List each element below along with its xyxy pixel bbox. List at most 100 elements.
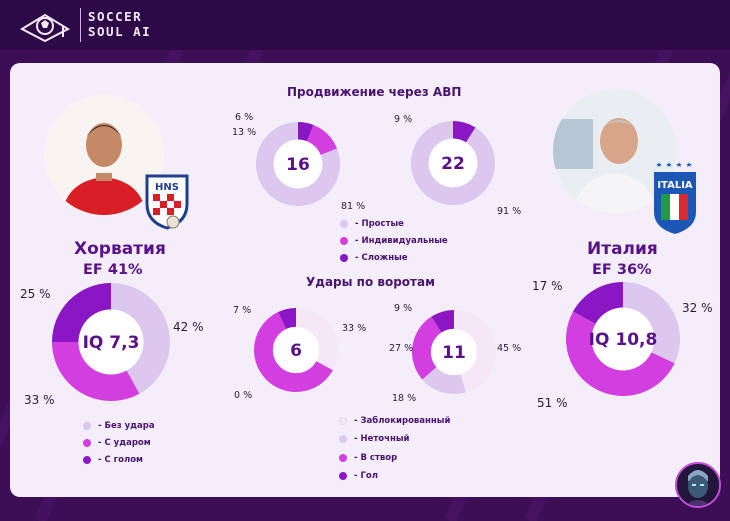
legend-dot <box>340 220 348 228</box>
header-divider <box>80 8 81 42</box>
legend-label: - С ударом <box>98 438 151 448</box>
shots-left-slice-В створ <box>254 311 333 392</box>
legend-avp-prostye: - Простые <box>340 219 404 229</box>
coach-figure-icon <box>44 95 164 215</box>
section-title-shots: Удары по воротам <box>306 275 435 289</box>
legend-shots-zablokirovannyi: - Заблокированный <box>339 416 450 426</box>
brand-line-2: SOUL AI <box>88 24 152 39</box>
shots-right-slice-Заблокированный <box>454 310 496 393</box>
shots-left-label-zablok: 33 % <box>342 323 367 334</box>
iq-left-center-label: IQ 7,3 <box>83 333 140 353</box>
donut-chart-iq-italy: IQ 10,8 <box>566 282 680 397</box>
brand-line-1: SOCCER <box>88 9 143 24</box>
iq-right-slice-С ударом <box>566 311 675 397</box>
legend-dot <box>83 456 91 464</box>
iq-right-label-bez-udara: 32 % <box>682 301 713 315</box>
avp-left-label-sloznye: 6 % <box>235 112 254 123</box>
avp-right-slice-Простые <box>411 121 495 205</box>
legend-label: - Заблокированный <box>354 416 451 426</box>
croatia-badge: HNS <box>143 172 191 230</box>
section-title-avp: Продвижение через АВП <box>287 85 462 99</box>
avp-right-label-sloznye: 9 % <box>394 114 413 125</box>
legend-iq-s-golom: - С голом <box>83 455 143 465</box>
iq-right-label-s-udarom: 51 % <box>537 396 568 410</box>
iq-left-slice-С голом <box>52 283 111 342</box>
avp-left-center-label: 16 <box>286 155 310 175</box>
shots-right-label-v-stvor: 27 % <box>389 343 414 354</box>
legend-shots-v-stvor: - В створ <box>339 453 397 463</box>
legend-dot <box>339 417 347 425</box>
legend-dot <box>340 237 348 245</box>
legend-label: - С голом <box>98 455 143 465</box>
avp-right-label-prostye: 91 % <box>497 206 522 217</box>
shots-left-slice-Гол <box>278 308 296 330</box>
ai-assistant-avatar[interactable] <box>675 462 721 508</box>
legend-shots-gol: - Гол <box>339 471 378 481</box>
legend-dot <box>339 472 347 480</box>
legend-dot <box>83 439 91 447</box>
shots-left-label-netochnyi: 0 % <box>234 390 253 401</box>
shots-right-label-netochnyi: 18 % <box>392 393 417 404</box>
robot-face-icon <box>677 464 719 506</box>
legend-label: - Индивидуальные <box>355 236 448 246</box>
avp-right-hole <box>428 138 478 188</box>
iq-left-label-s-udarom: 33 % <box>24 393 55 407</box>
app-header: SOCCER SOUL AI <box>0 0 730 50</box>
donut-chart-avp-italy: 22 <box>411 121 495 205</box>
legend-label: - Без удара <box>98 421 155 431</box>
italy-coach-photo <box>553 89 677 213</box>
iq-left-slice-Без удара <box>111 283 170 394</box>
iq-right-label-s-golom: 17 % <box>532 279 563 293</box>
croatia-coach-photo <box>44 95 164 215</box>
donut-chart-avp-croatia: 16 <box>256 122 340 206</box>
shots-right-label-zablok: 45 % <box>497 343 522 354</box>
ef-right: EF 36% <box>592 262 652 278</box>
avp-left-slice-Сложные <box>298 122 314 142</box>
avp-left-label-individ: 13 % <box>232 127 257 138</box>
ef-left: EF 41% <box>83 262 143 278</box>
shots-left-slice-Заблокированный <box>296 308 338 371</box>
legend-dot <box>340 254 348 262</box>
legend-label: - Неточный <box>354 434 410 444</box>
iq-left-label-bez-udara: 42 % <box>173 320 204 334</box>
iq-right-slice-Без удара <box>623 282 680 364</box>
italy-badge-text: ITALIA <box>657 180 693 191</box>
avp-right-center-label: 22 <box>441 154 465 174</box>
team-name-right: Италия <box>587 239 658 259</box>
legend-dot <box>339 435 347 443</box>
avp-right-slice-Сложные <box>453 121 476 143</box>
legend-label: - В створ <box>354 453 398 463</box>
italy-badge: ITALIA <box>650 160 700 236</box>
shots-left-center-label: 6 <box>290 341 302 361</box>
team-name-left: Хорватия <box>74 239 166 259</box>
legend-label: - Гол <box>354 471 378 481</box>
iq-left-hole <box>78 309 144 375</box>
legend-iq-bez-udara: - Без удара <box>83 421 155 431</box>
legend-label: - Простые <box>355 219 404 229</box>
legend-dot <box>339 454 347 462</box>
croatia-badge-text: HNS <box>155 182 179 193</box>
avp-left-slice-Индивидуальные <box>306 124 338 156</box>
legend-dot <box>83 422 91 430</box>
shots-left-hole <box>272 326 320 374</box>
donut-chart-shots-croatia: 6 <box>254 308 338 392</box>
shots-right-slice-Неточный <box>422 367 466 394</box>
legend-label: - Сложные <box>355 253 408 263</box>
shots-right-hole <box>430 328 478 376</box>
brand-name: SOCCER SOUL AI <box>88 9 151 39</box>
shots-right-slice-В створ <box>412 316 442 380</box>
shots-left-label-gol: 7 % <box>233 305 252 316</box>
iq-left-slice-С ударом <box>52 342 140 401</box>
iq-right-hole <box>591 307 655 371</box>
donut-chart-shots-italy: 11 <box>412 310 496 394</box>
avp-left-hole <box>273 139 323 189</box>
legend-iq-s-udarom: - С ударом <box>83 438 151 448</box>
legend-avp-individualnye: - Индивидуальные <box>340 236 448 246</box>
avp-left-label-prostye: 81 % <box>341 201 366 212</box>
coach-figure-icon <box>553 89 677 213</box>
avp-left-slice-Простые <box>256 122 340 206</box>
iq-right-center-label: IQ 10,8 <box>589 330 658 350</box>
iq-left-label-s-golom: 25 % <box>20 287 51 301</box>
legend-avp-sloznye: - Сложные <box>340 253 408 263</box>
shots-right-label-gol: 9 % <box>394 303 413 314</box>
